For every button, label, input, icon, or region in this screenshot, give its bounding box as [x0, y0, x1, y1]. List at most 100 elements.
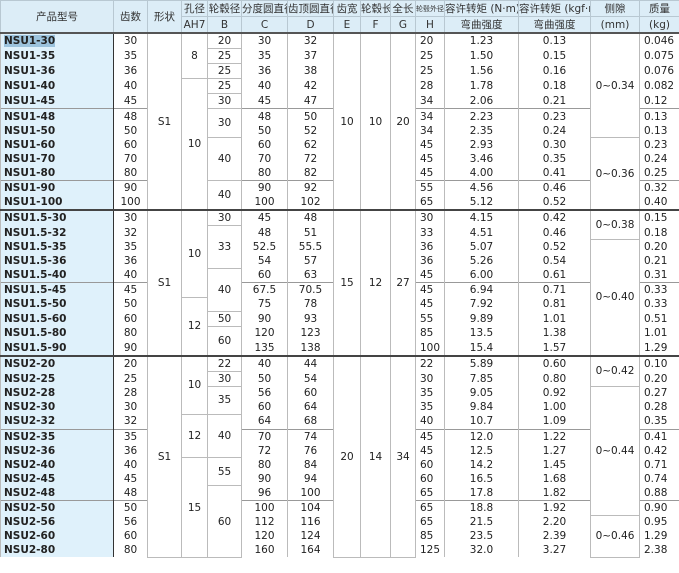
model-cell[interactable]: NSU1.5-60 — [0, 311, 114, 327]
torque-nm-cell: 16.5 — [444, 471, 519, 486]
outer-dia-cell: 51 — [287, 225, 334, 240]
outer-dia-cell: 164 — [287, 543, 334, 558]
model-cell[interactable]: NSU2-80 — [0, 543, 114, 558]
model-cell[interactable]: NSU1.5-40 — [0, 268, 114, 283]
model-cell[interactable]: NSU1.5-36 — [0, 253, 114, 268]
pitch-dia-cell: 52.5 — [241, 239, 288, 254]
model-cell[interactable]: NSU1.5-32 — [0, 225, 114, 240]
teeth-cell: 35 — [113, 428, 148, 444]
teeth-cell: 30 — [113, 209, 148, 226]
torque-nm-cell: 13.5 — [444, 326, 519, 341]
model-cell[interactable]: NSU1-35 — [0, 48, 114, 64]
pitch-dia-cell: 70 — [241, 151, 288, 166]
model-cell[interactable]: NSU2-40 — [0, 457, 114, 472]
model-cell[interactable]: NSU1.5-30 — [0, 209, 114, 226]
mass-cell: 0.076 — [639, 63, 679, 79]
teeth-cell: 56 — [113, 515, 148, 530]
model-cell[interactable]: NSU1.5-80 — [0, 326, 114, 341]
model-cell[interactable]: NSU1.5-35 — [0, 239, 114, 254]
mass-cell: 0.28 — [639, 400, 679, 415]
teeth-cell: 80 — [113, 165, 148, 181]
model-cell[interactable]: NSU2-32 — [0, 414, 114, 430]
model-cell[interactable]: NSU1.5-50 — [0, 297, 114, 312]
teeth-cell: 45 — [113, 282, 148, 298]
teeth-cell: 90 — [113, 179, 148, 196]
table-row: NSU1-30 30 S1 8 20 30 32 10 10 20 20 1.23 0.13 0~0.34… — [0, 31, 679, 211]
outer-dia-cell: 38 — [287, 63, 334, 79]
h-cell: 65 — [415, 195, 445, 211]
model-cell[interactable]: NSU1-36 — [0, 63, 114, 79]
header-hub-dia-sub: B — [207, 16, 242, 34]
h-cell: 35 — [415, 400, 445, 415]
header-mass-sub: (kg) — [639, 16, 679, 34]
torque-nm-cell: 9.84 — [444, 400, 519, 415]
model-cell[interactable]: NSU2-56 — [0, 515, 114, 530]
header-backlash-sub: (mm) — [590, 16, 640, 34]
model-cell[interactable]: NSU1-70 — [0, 151, 114, 166]
model-cell[interactable]: NSU1.5-90 — [0, 340, 114, 356]
model-cell[interactable]: NSU1-50 — [0, 123, 114, 138]
bore-cell: 10 — [181, 209, 208, 298]
torque-kgf-cell: 0.71 — [518, 282, 591, 298]
torque-kgf-cell: 0.21 — [518, 93, 591, 109]
header-pitch-dia: 分度圆直径 — [241, 0, 288, 17]
hub-dia-cell: 20 — [207, 32, 242, 50]
h-cell: 36 — [415, 253, 445, 268]
model-cell[interactable]: NSU1-40 — [0, 78, 114, 94]
outer-dia-cell: 102 — [287, 195, 334, 211]
table-row: NSU1.5-60 60 50 90 93 55 9.89 1.01 0.51 — [0, 310, 679, 327]
model-cell[interactable]: NSU2-48 — [0, 485, 114, 501]
model-cell[interactable]: NSU2-60 — [0, 529, 114, 544]
gear-spec-table: 产品型号 齿数 形状 孔径 轮毂径 分度圆直径 齿顶圆直径 齿宽 轮毂长 全长 … — [0, 0, 679, 558]
table-row: NSU1.5-36 36 54 57 36 5.26 0.54 0.21 — [0, 253, 679, 268]
header-model: 产品型号 — [0, 0, 114, 34]
table-body: NSU1-30 30 S1 8 20 30 32 10 10 20 20 1.23 0.13 0~0.34… — [0, 31, 679, 558]
table-row: NSU2-40 40 15 55 80 84 60 14.2 1.45 0.71 — [0, 457, 679, 558]
model-cell[interactable]: NSU1-90 — [0, 179, 114, 196]
teeth-cell: 60 — [113, 311, 148, 327]
torque-nm-cell: 7.92 — [444, 297, 519, 312]
model-cell[interactable]: NSU2-30 — [0, 400, 114, 415]
model-cell[interactable]: NSU1-45 — [0, 93, 114, 109]
model-cell[interactable]: NSU2-36 — [0, 443, 114, 458]
header-pitch-dia-sub: C — [241, 16, 288, 34]
torque-nm-cell: 5.07 — [444, 239, 519, 254]
model-cell[interactable]: NSU1.5-45 — [0, 282, 114, 298]
hub-dia-cell: 30 — [207, 209, 242, 227]
h-cell: 45 — [415, 165, 445, 181]
pitch-dia-cell: 112 — [241, 515, 288, 530]
torque-kgf-cell: 1.45 — [518, 457, 591, 472]
model-cell[interactable]: NSU2-28 — [0, 386, 114, 401]
table-row: NSU1.5-45 45 67.5 70.5 45 6.94 0.71 0.33 — [0, 282, 679, 298]
table-row: NSU1-45 45 30 45 47 34 2.06 0.21 0.12 — [0, 93, 679, 110]
model-cell[interactable]: NSU2-50 — [0, 500, 114, 516]
total-length-cell: 27 — [390, 209, 416, 357]
table-row: NSU1-60 60 40 60 62 45 2.93 0.30 0~0.36 0.23 — [0, 137, 679, 211]
table-row: NSU2-32 32 12 40 64 68 40 10.7 1.09 0.35 — [0, 413, 679, 459]
bore-cell: 10 — [181, 78, 208, 211]
model-cell[interactable]: NSU1-100 — [0, 195, 114, 211]
outer-dia-cell: 32 — [287, 32, 334, 49]
model-cell[interactable]: NSU1-80 — [0, 165, 114, 181]
model-cell[interactable]: NSU2-25 — [0, 371, 114, 387]
torque-nm-cell: 1.23 — [444, 32, 519, 49]
teeth-cell: 36 — [113, 253, 148, 268]
table-row: NSU2-60 60 120 124 85 23.5 2.39 1.29 — [0, 529, 679, 544]
mass-cell: 0.88 — [639, 485, 679, 501]
model-cell[interactable]: NSU2-35 — [0, 428, 114, 444]
model-cell[interactable]: NSU2-45 — [0, 471, 114, 486]
mass-cell: 0.12 — [639, 93, 679, 109]
hub-dia-cell: 40 — [207, 179, 242, 211]
mass-cell: 0.15 — [639, 209, 679, 226]
model-cell[interactable]: NSU1-30 — [0, 32, 114, 49]
mass-cell: 0.32 — [639, 179, 679, 196]
model-cell[interactable]: NSU1-48 — [0, 108, 114, 124]
hub-dia-cell: 40 — [207, 267, 242, 312]
model-cell[interactable]: NSU1-60 — [0, 137, 114, 152]
pitch-dia-cell: 120 — [241, 326, 288, 341]
hub-dia-cell: 30 — [207, 370, 242, 387]
model-cell[interactable]: NSU2-20 — [0, 354, 114, 372]
header-h: 轮毂外径 — [415, 0, 445, 17]
header-torque-nm-sub: 弯曲强度 — [444, 16, 519, 34]
outer-dia-cell: 138 — [287, 340, 334, 356]
